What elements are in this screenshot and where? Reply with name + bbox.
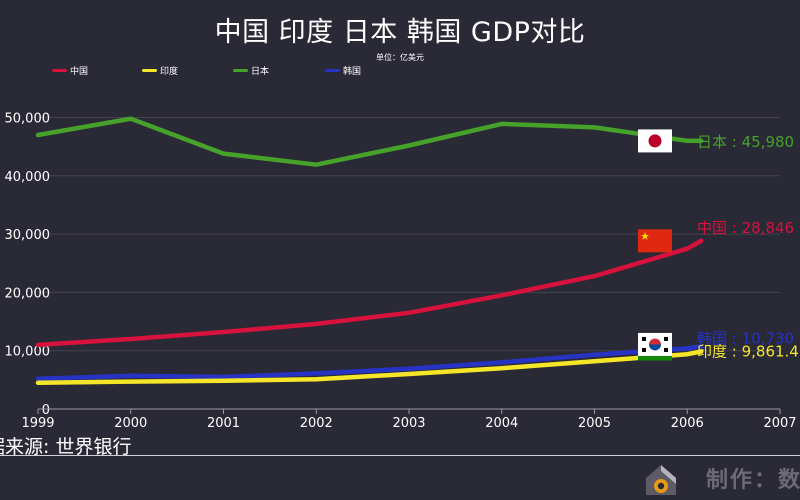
x-tick-label: 2004 [485, 416, 518, 431]
legend-item-china[interactable]: 中国 [52, 64, 88, 77]
legend-item-india[interactable]: 印度 [142, 64, 178, 77]
series-line-china [35, 238, 704, 348]
korea-flag-red [649, 338, 661, 345]
x-tick-label: 2007 [763, 416, 796, 431]
chart-title: 中国 印度 日本 韩国 GDP对比 [214, 17, 586, 48]
y-tick-label: 10,000 [5, 345, 51, 360]
watermark-text: 制作：数据 [706, 468, 800, 493]
y-tick-label: 40,000 [5, 170, 51, 185]
korea-flag-blue [649, 344, 661, 351]
y-tick-label: 50,000 [5, 111, 51, 126]
legend-line-japan [233, 69, 248, 72]
legend-label-india: 印度 [160, 67, 179, 77]
x-tick-label: 2001 [207, 416, 240, 431]
china-flag-star [641, 232, 649, 240]
end-value-label-india: 印度 : 9,861.4 [697, 343, 799, 361]
house-logo-icon [646, 465, 676, 495]
x-tick-label: 2002 [300, 416, 333, 431]
legend-label-japan: 日本 [251, 67, 270, 77]
x-tick-label: 2005 [578, 416, 611, 431]
legend-label-china: 中国 [70, 67, 89, 77]
legend-line-india [142, 69, 157, 72]
japan-flag-disc [648, 134, 662, 148]
legend-line-korea [325, 69, 340, 72]
series-line-japan [35, 116, 704, 167]
y-tick-label: 30,000 [5, 228, 51, 243]
x-tick-label: 2006 [671, 416, 704, 431]
legend-label-korea: 韩国 [343, 67, 362, 77]
chart-subtitle: 单位：亿美元 [376, 53, 424, 62]
watermark: 制作：数据 [642, 458, 800, 500]
y-tick-label: 20,000 [5, 286, 51, 301]
x-tick-label: 1999 [21, 416, 54, 431]
legend-line-china [52, 69, 67, 72]
x-tick-label: 2000 [114, 416, 147, 431]
y-tick-label: 0 [42, 403, 50, 418]
korea-flag-trigram [642, 336, 646, 341]
end-value-label-china: 中国 : 28,846 [697, 219, 794, 237]
end-value-label-japan: 日本 : 45,980 [697, 133, 794, 151]
data-source-note: 据来源: 世界银行 [0, 436, 132, 458]
korea-flag-trigram [664, 347, 668, 352]
india-flag-green [638, 352, 672, 361]
bottom-divider [0, 455, 800, 456]
china-flag-icon [638, 229, 672, 253]
korea-flag-trigram [642, 347, 646, 352]
end-value-label-korea: 韩国 : 10,730 [697, 329, 794, 347]
korea-flag-trigram [664, 336, 668, 341]
legend-item-korea[interactable]: 韩国 [325, 64, 361, 77]
legend-item-japan[interactable]: 日本 [233, 64, 269, 77]
x-tick-label: 2003 [392, 416, 425, 431]
